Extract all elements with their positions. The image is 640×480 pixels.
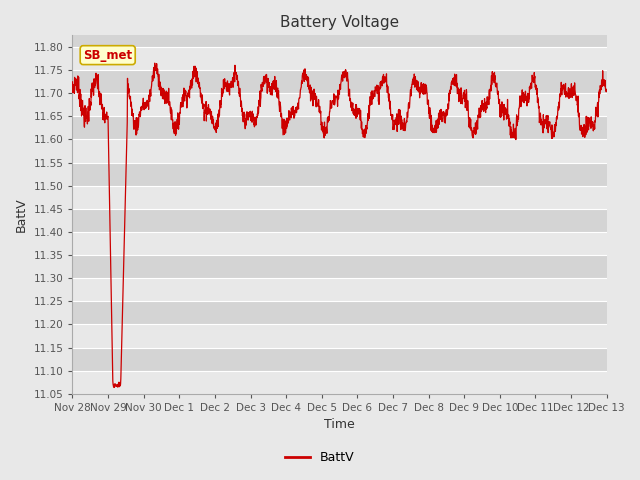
BattV [490,73,497,79]
Bar [72,139,607,163]
BattV [588,124,595,130]
Y-axis label: BattV: BattV [15,197,28,232]
Legend: BattV: BattV [280,446,360,469]
Bar [72,278,607,301]
Bar [72,255,607,278]
Title: Battery Voltage: Battery Voltage [280,15,399,30]
Bar [72,163,607,186]
BattV [151,60,159,66]
BattV [603,88,611,94]
Bar [72,47,607,70]
Bar [72,209,607,232]
Bar [72,186,607,209]
Bar [72,116,607,139]
Bar [72,324,607,348]
Bar [72,348,607,371]
Line: BattV: BattV [72,63,607,387]
BattV [315,97,323,103]
BattV [96,90,104,96]
Bar [72,371,607,394]
Bar [72,232,607,255]
Bar [72,70,607,93]
BattV [329,98,337,104]
BattV [111,384,118,390]
BattV [68,79,76,84]
X-axis label: Time: Time [324,419,355,432]
Bar [72,93,607,116]
Text: SB_met: SB_met [83,48,132,61]
BattV [588,119,596,124]
Bar [72,301,607,324]
